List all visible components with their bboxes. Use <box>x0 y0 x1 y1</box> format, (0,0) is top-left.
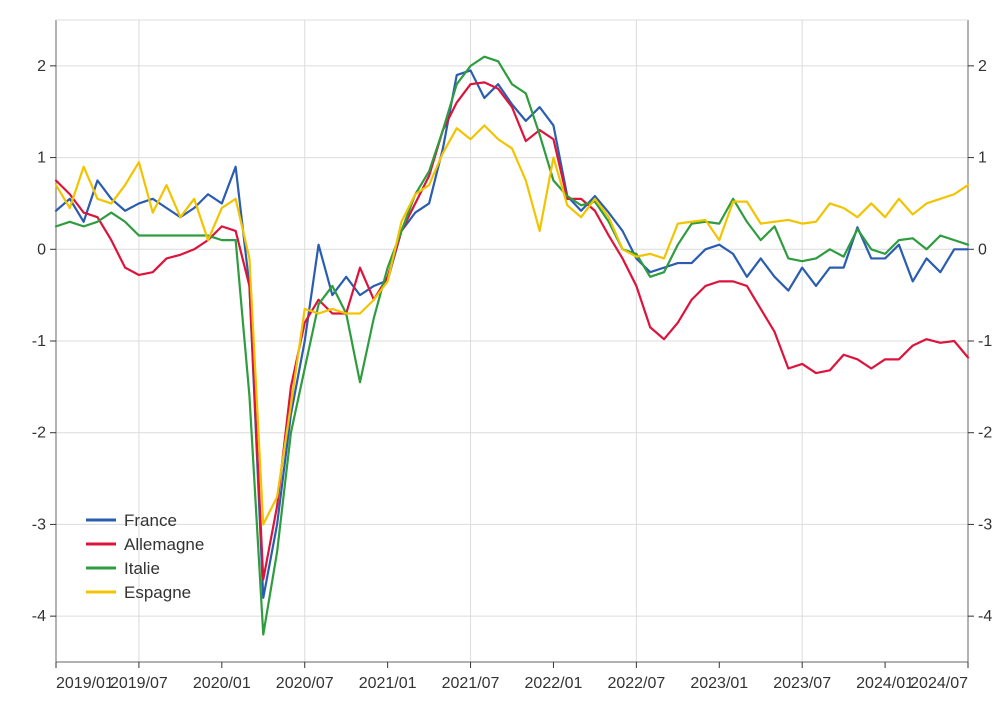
x-tick-label: 2022/07 <box>607 675 665 692</box>
y-tick-label-left: 0 <box>37 241 46 258</box>
y-tick-label-right: 2 <box>978 58 987 75</box>
y-tick-label-left: 2 <box>37 58 46 75</box>
chart-svg: -4 -4 -3 -3 -2 -2 -1 -1 0 0 1 1 2 2 2019/012019/07 2020… <box>0 0 1000 716</box>
y-tick-label-left: -4 <box>32 608 46 625</box>
x-tick-label: 2021/07 <box>442 675 500 692</box>
x-tick-label: 2024/01 <box>856 675 914 692</box>
y-tick-label-left: -2 <box>32 425 46 442</box>
y-tick-label-right: 0 <box>978 241 987 258</box>
x-tick-label: 2023/01 <box>690 675 748 692</box>
y-tick-label-right: -3 <box>978 516 992 533</box>
y-tick-label-right: -4 <box>978 608 992 625</box>
line-chart: -4 -4 -3 -3 -2 -2 -1 -1 0 0 1 1 2 2 2019/012019/07 2020… <box>0 0 1000 716</box>
y-tick-label-right: -2 <box>978 425 992 442</box>
x-tick-label: 2019/07 <box>110 675 168 692</box>
y-tick-label-left: 1 <box>37 150 46 167</box>
x-tick-label: 2020/07 <box>276 675 334 692</box>
legend-label: France <box>124 511 177 530</box>
x-tick-label: 2020/01 <box>193 675 251 692</box>
legend-label: Italie <box>124 559 160 578</box>
y-tick-label-right: -1 <box>978 333 992 350</box>
legend-label: Allemagne <box>124 535 204 554</box>
legend-label: Espagne <box>124 583 191 602</box>
x-tick-label: 2019/01 <box>56 675 114 692</box>
x-tick-label: 2024/07 <box>910 675 968 692</box>
y-tick-label-left: -1 <box>32 333 46 350</box>
x-tick-label: 2021/01 <box>359 675 417 692</box>
y-tick-label-left: -3 <box>32 516 46 533</box>
y-tick-label-right: 1 <box>978 150 987 167</box>
x-tick-label: 2022/01 <box>525 675 583 692</box>
x-tick-label: 2023/07 <box>773 675 831 692</box>
